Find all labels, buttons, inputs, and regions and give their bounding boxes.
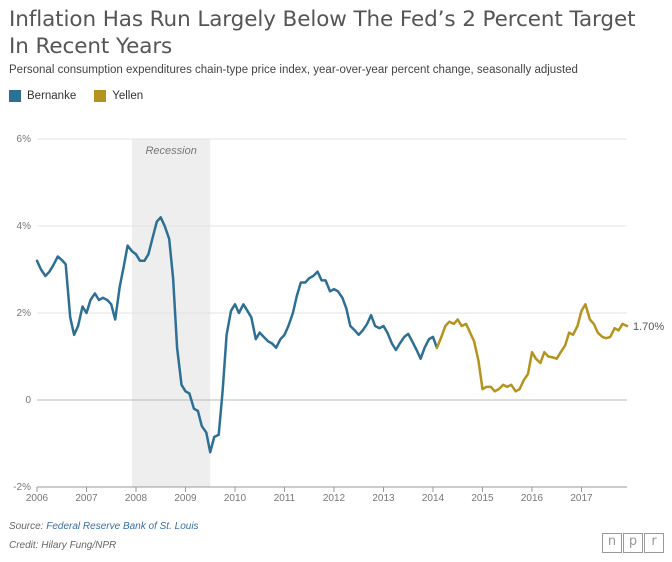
y-tick-label-0: -2% [13,482,31,493]
y-tick-label-1: 0 [25,395,31,406]
line-chart: Recession -2% 0 2% 4% 6% 2006 2007 2008 2009 2010 2… [13,134,664,504]
y-tick-label-4: 6% [17,134,32,145]
legend: Bernanke Yellen [9,90,143,102]
source-note: Source: Federal Reserve Bank of St. Loui… [9,521,199,532]
legend-item-yellen: Yellen [94,90,143,102]
y-tick-label-3: 4% [17,221,32,232]
source-label: Source: [9,521,44,532]
recession-label: Recession [145,145,196,157]
x-tick-label-9: 2015 [471,493,494,504]
legend-swatch-yellen [94,90,107,102]
npr-logo-letter-r: r [644,533,664,553]
chart-subtitle: Personal consumption expenditures chain-… [9,64,578,76]
x-tick-label-6: 2012 [323,493,346,504]
x-tick-label-3: 2009 [174,493,197,504]
chart-title: Inflation Has Run Largely Below The Fed’… [9,7,636,59]
credit-note: Credit: Hilary Fung/NPR [9,540,117,551]
x-tick-label-7: 2013 [372,493,395,504]
x-tick-label-1: 2007 [75,493,98,504]
y-tick-label-2: 2% [17,308,32,319]
end-value-label: 1.70% [633,321,664,333]
x-tick-label-5: 2011 [274,493,296,504]
source-link[interactable]: Federal Reserve Bank of St. Louis [46,521,199,532]
legend-item-bernanke: Bernanke [9,90,76,102]
x-tick-label-10: 2016 [521,493,544,504]
npr-logo: n p r [602,533,664,553]
series-line-yellen [435,303,629,393]
npr-logo-letter-n: n [602,533,622,553]
legend-label-yellen: Yellen [112,90,144,102]
npr-logo-letter-p: p [623,533,643,553]
x-tick-label-11: 2017 [570,493,593,504]
x-tick-label-2: 2008 [125,493,148,504]
legend-label-bernanke: Bernanke [27,90,77,102]
series-line-bernanke [35,216,439,454]
x-tick-label-0: 2006 [26,493,49,504]
x-tick-label-8: 2014 [422,493,445,504]
legend-swatch-bernanke [9,90,21,102]
x-tick-label-4: 2010 [224,493,247,504]
